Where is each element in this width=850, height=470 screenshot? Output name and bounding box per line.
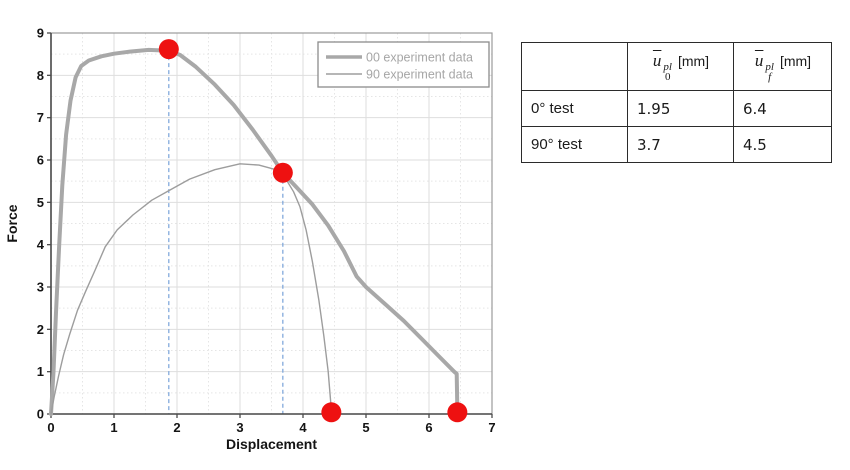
grid xyxy=(51,33,492,414)
table-header-u0pl: u pl 0 [mm] xyxy=(627,42,734,91)
ufpl-math: u pl f [mm] xyxy=(754,50,812,83)
y-tick-label: 7 xyxy=(37,110,44,125)
value-u0pl-90deg: 3.7 xyxy=(627,126,734,163)
y-tick-label: 8 xyxy=(37,68,44,83)
legend: 00 experiment data 90 experiment data xyxy=(317,41,490,88)
y-tick-label: 3 xyxy=(37,280,44,295)
x-tick-label: 0 xyxy=(47,420,54,435)
table-corner-cell xyxy=(521,42,628,91)
y-tick-label: 9 xyxy=(37,26,44,41)
y-tick-label: 4 xyxy=(37,237,45,252)
value-ufpl-90deg: 4.5 xyxy=(733,126,832,163)
key-point-marker xyxy=(321,402,342,423)
table-header-row: u pl 0 [mm] u pl f [mm] xyxy=(521,42,832,91)
value-u0pl-0deg: 1.95 xyxy=(627,90,734,127)
table-row-90deg: 90° test 3.7 4.5 xyxy=(521,126,832,163)
legend-label: 00 experiment data xyxy=(366,51,473,65)
superscript-pl: pl xyxy=(765,61,774,74)
y-tick-label: 1 xyxy=(37,364,44,379)
y-tick-label: 6 xyxy=(37,153,44,168)
key-point-marker xyxy=(447,402,468,423)
x-tick-label: 6 xyxy=(425,420,432,435)
legend-label: 90 experiment data xyxy=(366,68,473,82)
x-tick-label: 5 xyxy=(362,420,369,435)
y-tick-label: 5 xyxy=(37,195,44,210)
parameters-table: u pl 0 [mm] u pl f [mm] 0° test 1.95 6.4 90° t… xyxy=(521,42,832,163)
force-displacement-chart: 0 1 2 3 4 5 6 7 0 1 2 3 4 5 6 7 8 9 Displacement Force 00 ex… xyxy=(4,26,496,453)
subscript-f: f xyxy=(768,71,772,84)
axes-ticks: 0 1 2 3 4 5 6 7 0 1 2 3 4 5 6 7 8 9 xyxy=(37,26,496,436)
value-ufpl-0deg: 6.4 xyxy=(733,90,832,127)
unit-mm: [mm] xyxy=(779,52,812,69)
y-tick-label: 0 xyxy=(37,407,44,422)
legend-box xyxy=(317,41,490,88)
u-bar-symbol: u xyxy=(652,50,662,70)
u-bar-symbol: u xyxy=(754,50,764,70)
x-tick-label: 4 xyxy=(299,420,307,435)
x-tick-label: 1 xyxy=(110,420,117,435)
table-header-ufpl: u pl f [mm] xyxy=(733,42,832,91)
x-tick-label: 7 xyxy=(488,420,495,435)
unit-mm: [mm] xyxy=(677,52,710,69)
guide-lines xyxy=(168,49,284,414)
u0pl-math: u pl 0 [mm] xyxy=(652,50,710,83)
x-tick-label: 2 xyxy=(173,420,180,435)
key-point-marker xyxy=(272,162,293,183)
series-line-0 xyxy=(49,47,460,416)
series-line-1 xyxy=(50,163,333,415)
subscript-0: 0 xyxy=(664,71,671,84)
row-label-90deg: 90° test xyxy=(521,126,628,163)
table-row-0deg: 0° test 1.95 6.4 xyxy=(521,90,832,127)
y-axis-title: Force xyxy=(4,204,20,242)
superscript-pl: pl xyxy=(663,61,672,74)
row-label-0deg: 0° test xyxy=(521,90,628,127)
x-axis-title: Displacement xyxy=(226,436,317,452)
key-point-marker xyxy=(158,39,179,60)
key-point-markers xyxy=(158,39,468,423)
y-tick-label: 2 xyxy=(37,322,44,337)
x-tick-label: 3 xyxy=(236,420,243,435)
